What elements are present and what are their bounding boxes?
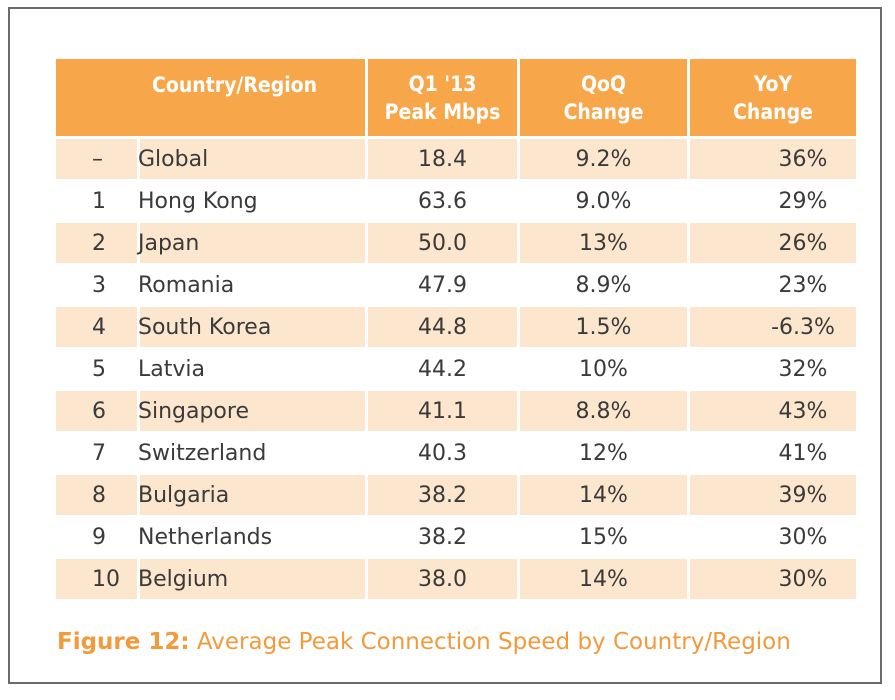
country-name: Netherlands: [138, 524, 273, 550]
rank-cell: 4: [56, 307, 140, 349]
yoy-change-cell: 30%: [690, 517, 856, 559]
rank-cell: 9: [56, 517, 140, 559]
country-name: South Korea: [138, 314, 272, 340]
peak-mbps-cell: 38.2: [368, 517, 520, 559]
figure-caption: Figure 12: Average Peak Connection Speed…: [57, 629, 791, 655]
peak-mbps-cell: 38.0: [368, 559, 520, 601]
table-row: 7 Switzerland 40.3 12% 41%: [56, 433, 856, 475]
rank-cell: –: [56, 139, 140, 181]
yoy-change-cell: 26%: [690, 223, 856, 265]
rank-cell: 2: [56, 223, 140, 265]
header-yoy-line1: YoY: [753, 71, 793, 96]
rank-cell: 3: [56, 265, 140, 307]
qoq-change-cell: 9.2%: [520, 139, 690, 181]
peak-speed-table: Country/Region Q1 '13 Peak Mbps QoQ Chan…: [56, 59, 856, 601]
table-row: 4 South Korea 44.8 1.5% -6.3%: [56, 307, 856, 349]
header-country-region-label: Country/Region: [152, 73, 318, 97]
yoy-change-cell: -6.3%: [690, 307, 856, 349]
country-cell: Belgium: [138, 559, 368, 601]
peak-mbps-cell: 41.1: [368, 391, 520, 433]
country-cell: Bulgaria: [138, 475, 368, 517]
country-cell: Romania: [138, 265, 368, 307]
yoy-change-cell: 43%: [690, 391, 856, 433]
table-row: 6 Singapore 41.1 8.8% 43%: [56, 391, 856, 433]
header-qoq-change: QoQ Change: [520, 59, 690, 139]
qoq-change-cell: 9.0%: [520, 181, 690, 223]
peak-mbps-cell: 47.9: [368, 265, 520, 307]
country-cell: Singapore: [138, 391, 368, 433]
yoy-change-cell: 36%: [690, 139, 856, 181]
peak-mbps-cell: 63.6: [368, 181, 520, 223]
table-row: 1 Hong Kong 63.6 9.0% 29%: [56, 181, 856, 223]
table-row: 8 Bulgaria 38.2 14% 39%: [56, 475, 856, 517]
qoq-change-cell: 8.9%: [520, 265, 690, 307]
header-peak-line2: Peak Mbps: [384, 99, 501, 124]
country-name: Belgium: [138, 566, 229, 592]
header-country-region: Country/Region: [56, 59, 368, 139]
table-row: 3 Romania 47.9 8.9% 23%: [56, 265, 856, 307]
table-row: – Global 18.4 9.2% 36%: [56, 139, 856, 181]
rank-cell: 5: [56, 349, 140, 391]
figure-frame: Country/Region Q1 '13 Peak Mbps QoQ Chan…: [8, 7, 882, 684]
table-row: 5 Latvia 44.2 10% 32%: [56, 349, 856, 391]
country-cell: South Korea: [138, 307, 368, 349]
table-row: 10 Belgium 38.0 14% 30%: [56, 559, 856, 601]
header-peak-line1: Q1 '13: [408, 71, 477, 96]
header-yoy-line2: Change: [733, 99, 813, 124]
qoq-change-cell: 15%: [520, 517, 690, 559]
country-name: Japan: [138, 230, 200, 256]
yoy-change-cell: 29%: [690, 181, 856, 223]
peak-mbps-cell: 44.2: [368, 349, 520, 391]
qoq-change-cell: 8.8%: [520, 391, 690, 433]
header-qoq-line2: Change: [563, 99, 644, 124]
figure-caption-label: Figure 12:: [57, 629, 190, 655]
country-name: Bulgaria: [138, 482, 230, 508]
country-name: Global: [138, 146, 209, 172]
yoy-change-cell: 32%: [690, 349, 856, 391]
yoy-change-cell: 41%: [690, 433, 856, 475]
table-header-row: Country/Region Q1 '13 Peak Mbps QoQ Chan…: [56, 59, 856, 139]
rank-cell: 8: [56, 475, 140, 517]
yoy-change-cell: 30%: [690, 559, 856, 601]
table-row: 9 Netherlands 38.2 15% 30%: [56, 517, 856, 559]
country-name: Latvia: [138, 356, 205, 382]
header-yoy-change: YoY Change: [690, 59, 856, 139]
qoq-change-cell: 14%: [520, 475, 690, 517]
qoq-change-cell: 13%: [520, 223, 690, 265]
country-cell: Japan: [138, 223, 368, 265]
country-name: Hong Kong: [138, 188, 258, 214]
yoy-change-cell: 23%: [690, 265, 856, 307]
country-cell: Hong Kong: [138, 181, 368, 223]
table-row: 2 Japan 50.0 13% 26%: [56, 223, 856, 265]
country-cell: Switzerland: [138, 433, 368, 475]
peak-mbps-cell: 40.3: [368, 433, 520, 475]
rank-cell: 6: [56, 391, 140, 433]
header-peak-mbps: Q1 '13 Peak Mbps: [368, 59, 520, 139]
peak-mbps-cell: 50.0: [368, 223, 520, 265]
qoq-change-cell: 12%: [520, 433, 690, 475]
country-name: Romania: [138, 272, 235, 298]
country-cell: Global: [138, 139, 368, 181]
qoq-change-cell: 14%: [520, 559, 690, 601]
qoq-change-cell: 1.5%: [520, 307, 690, 349]
country-name: Switzerland: [138, 440, 267, 466]
peak-mbps-cell: 38.2: [368, 475, 520, 517]
yoy-change-cell: 39%: [690, 475, 856, 517]
rank-cell: 1: [56, 181, 140, 223]
header-qoq-line1: QoQ: [580, 71, 627, 96]
country-cell: Netherlands: [138, 517, 368, 559]
rank-cell: 7: [56, 433, 140, 475]
rank-cell: 10: [56, 559, 140, 601]
country-cell: Latvia: [138, 349, 368, 391]
peak-mbps-cell: 18.4: [368, 139, 520, 181]
peak-mbps-cell: 44.8: [368, 307, 520, 349]
country-name: Singapore: [138, 398, 249, 424]
figure-caption-text: Average Peak Connection Speed by Country…: [196, 629, 791, 655]
qoq-change-cell: 10%: [520, 349, 690, 391]
